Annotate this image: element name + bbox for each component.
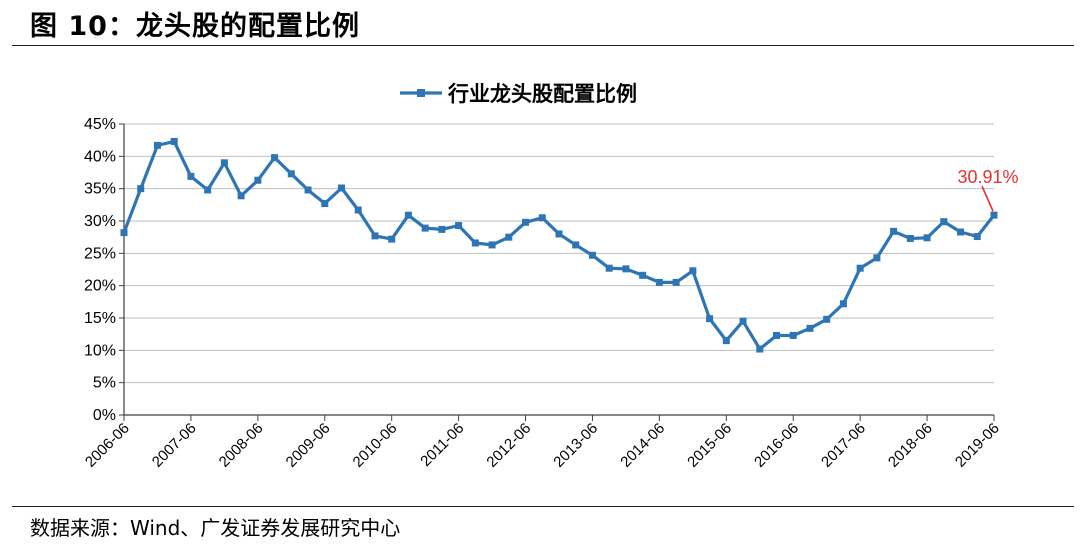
data-point [455, 222, 463, 230]
data-point [572, 241, 580, 249]
data-point [522, 218, 530, 226]
data-point [672, 278, 680, 286]
legend-label: 行业龙头股配置比例 [447, 82, 637, 106]
data-point [404, 211, 412, 219]
data-point [271, 154, 279, 162]
data-point [304, 186, 312, 194]
figure-title: 图 10：龙头股的配置比例 [30, 11, 360, 42]
data-point [588, 251, 596, 259]
data-point [287, 170, 295, 178]
data-point [505, 233, 513, 241]
y-tick-label: 15% [84, 310, 116, 327]
y-tick-labels: 0% 5% 10% 15% 20% 25% 30% 35% 40% 45% [84, 116, 116, 424]
data-point [706, 315, 714, 323]
x-tick-label: 2017-06 [818, 420, 869, 471]
data-point [204, 186, 212, 194]
data-point [338, 184, 345, 192]
data-point [555, 230, 563, 238]
x-tick-label: 2011-06 [417, 420, 467, 470]
data-point [689, 267, 697, 275]
data-point [622, 265, 630, 273]
legend: 行业龙头股配置比例 [400, 82, 637, 106]
data-point [839, 300, 847, 308]
y-tick-label: 20% [84, 278, 116, 295]
data-point [538, 214, 546, 222]
data-point [354, 206, 362, 214]
axes [119, 123, 995, 421]
data-point [321, 200, 329, 208]
data-point [923, 234, 931, 242]
data-point [789, 331, 797, 339]
x-tick-label: 2015-06 [684, 420, 735, 471]
data-point [823, 315, 831, 323]
x-tick-label: 2019-06 [952, 420, 1003, 471]
x-tick-label: 2018-06 [885, 420, 936, 471]
series-markers [120, 137, 998, 353]
data-point [739, 317, 747, 325]
x-tick-label: 2016-06 [751, 420, 802, 471]
data-point [756, 345, 764, 353]
data-point [605, 264, 613, 272]
data-point [388, 235, 396, 243]
x-tick-label: 2008-06 [216, 420, 267, 471]
data-point [773, 331, 780, 339]
y-tick-label: 25% [84, 245, 116, 262]
data-point [856, 264, 864, 272]
data-point [873, 254, 881, 262]
data-point [639, 271, 647, 279]
data-point [220, 159, 228, 167]
data-point [806, 324, 814, 332]
data-point [471, 239, 479, 247]
data-point [438, 225, 446, 233]
annotation-leader [981, 185, 994, 212]
y-tick-label: 30% [84, 213, 116, 230]
x-tick-label: 2009-06 [283, 420, 334, 471]
data-point [120, 229, 128, 237]
data-point [722, 337, 730, 345]
data-point [990, 211, 998, 219]
y-tick-label: 35% [84, 181, 116, 198]
y-tick-label: 45% [84, 116, 116, 133]
bottom-rule [12, 506, 1074, 507]
x-tick-label: 2010-06 [350, 420, 401, 471]
data-point [170, 137, 178, 145]
data-point [973, 233, 981, 241]
x-tick-label: 2014-06 [617, 420, 668, 471]
annotations: 30.91% [957, 167, 1019, 212]
x-tick-label: 2007-06 [149, 420, 200, 471]
y-tick-label: 0% [93, 407, 116, 424]
data-point [137, 185, 145, 193]
annotation-label: 30.91% [957, 167, 1018, 187]
legend-marker [417, 89, 425, 97]
data-point [237, 192, 245, 200]
data-point [890, 227, 898, 235]
grid-lines [124, 123, 994, 384]
y-tick-label: 5% [93, 375, 116, 392]
data-point [655, 278, 663, 286]
top-rule [12, 45, 1074, 46]
data-point [153, 141, 161, 149]
data-point [940, 218, 948, 226]
x-tick-label: 2006-06 [82, 420, 133, 471]
x-tick-label: 2013-06 [550, 420, 601, 471]
data-point [957, 228, 965, 236]
x-tick-labels: 2006-06 2007-06 2008-06 2009-06 2010-06 2011-… [82, 420, 1003, 471]
data-point [187, 172, 195, 180]
y-tick-label: 40% [84, 148, 116, 165]
data-point [421, 224, 429, 232]
data-point [488, 241, 496, 249]
line-chart: 0% 5% 10% 15% 20% 25% 30% 35% 40% 45% 2006-06 2007… [82, 82, 1019, 471]
y-tick-label: 10% [84, 342, 116, 359]
data-point [254, 176, 262, 184]
data-point [906, 234, 914, 242]
source-note: 数据来源：Wind、广发证券发展研究中心 [30, 516, 401, 540]
data-point [371, 232, 379, 240]
x-tick-label: 2012-06 [483, 420, 534, 471]
